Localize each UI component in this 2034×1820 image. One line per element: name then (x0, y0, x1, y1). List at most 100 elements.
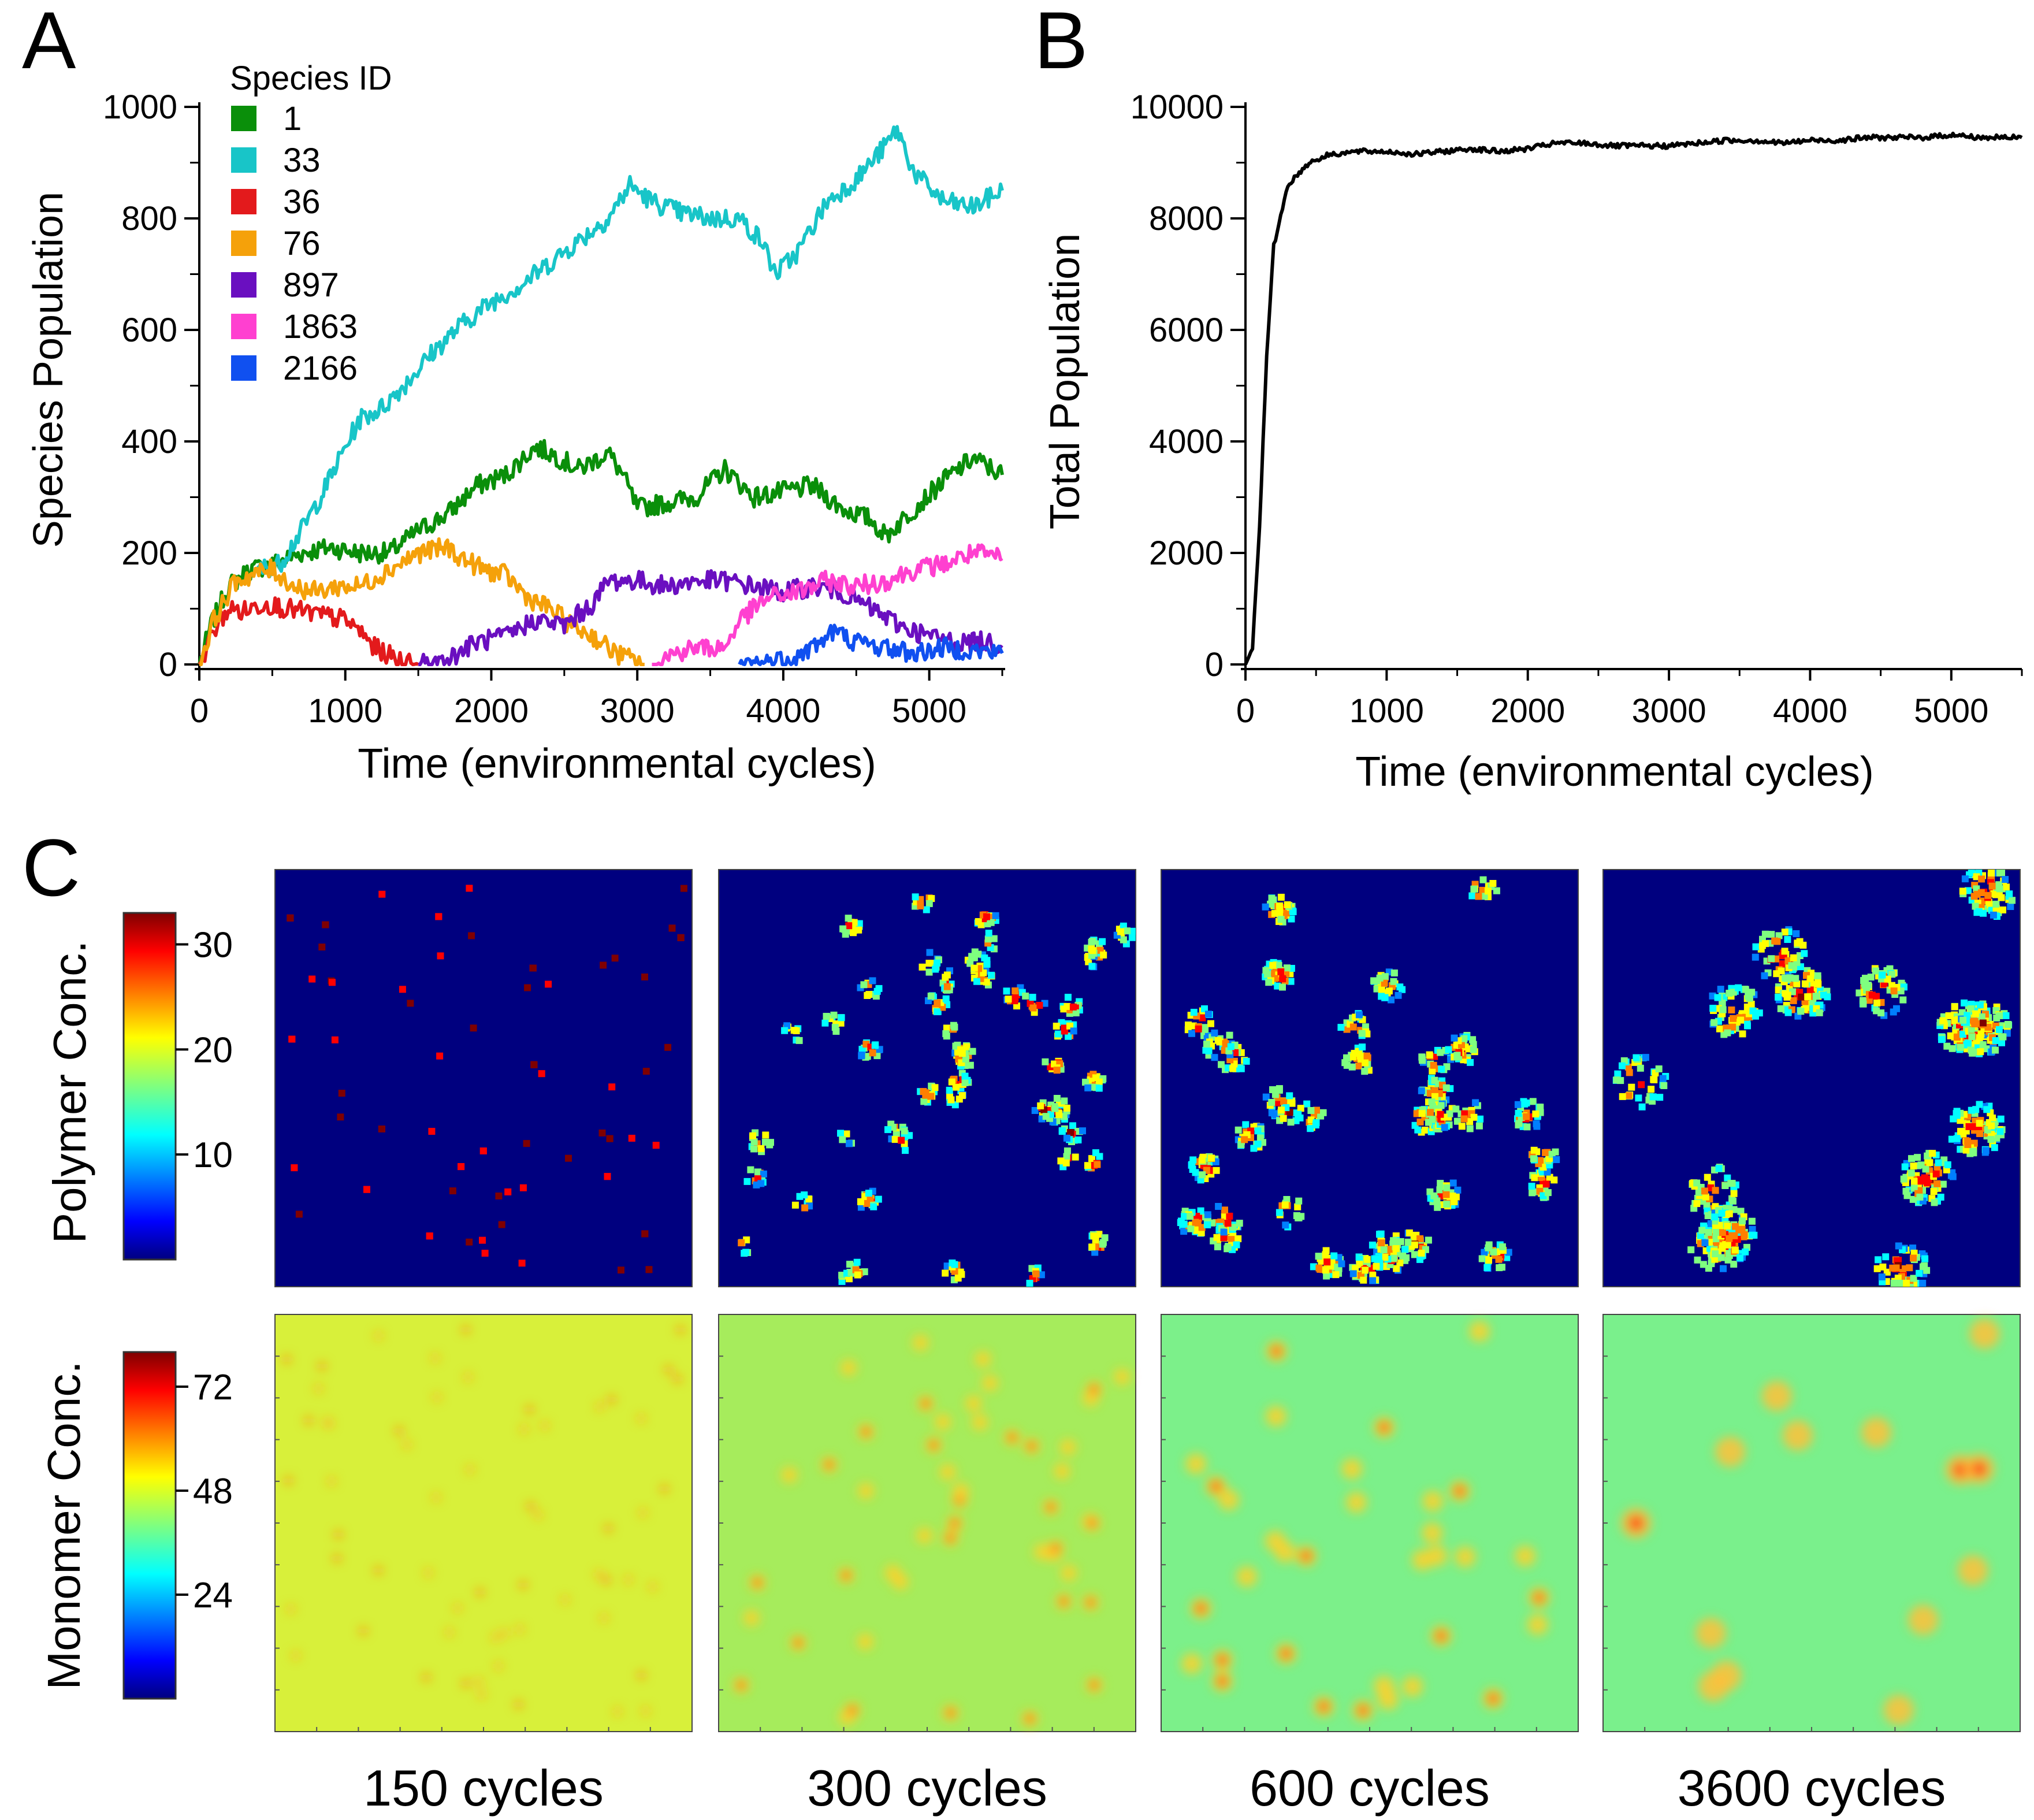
polymer-cell (1268, 895, 1276, 902)
polymer-cell (966, 1061, 974, 1069)
polymer-cell (331, 1036, 339, 1043)
polymer-cell (1096, 1153, 1103, 1160)
polymer-cell (1284, 901, 1291, 908)
polymer-cell (823, 1013, 830, 1020)
polymer-cell (1949, 1045, 1956, 1052)
polymer-cell (1092, 1074, 1099, 1082)
polymer-cell (1058, 1127, 1066, 1134)
polymer-cell (1938, 1036, 1945, 1043)
polymer-cell (1265, 979, 1273, 986)
polymer-cell (1221, 1206, 1228, 1214)
polymer-cell (1626, 1069, 1633, 1076)
polymer-cell (1355, 1063, 1362, 1069)
polymer-cell (1992, 1046, 1999, 1054)
polymer-cell (1211, 1054, 1218, 1061)
polymer-cell (1742, 986, 1749, 993)
legend-label-2166: 2166 (283, 350, 358, 387)
monomer-hotspot (291, 1651, 300, 1660)
polymer-cell (925, 968, 933, 976)
polymer-cell (1515, 1109, 1522, 1117)
polymer-cell (1431, 1076, 1438, 1084)
polymer-cell (1099, 938, 1106, 945)
monomer-hotspot-core (666, 1367, 671, 1372)
polymer-cell (1053, 1067, 1061, 1074)
polymer-cell (1701, 1239, 1709, 1246)
polymer-cell (677, 934, 685, 941)
polymer-cell (1790, 997, 1797, 1004)
polymer-cell (1951, 1003, 1958, 1011)
polymer-cell (426, 1232, 433, 1240)
polymer-cell (1313, 1106, 1320, 1114)
polymer-cell (1360, 1276, 1367, 1284)
polymer-cell (1229, 1065, 1237, 1072)
polymer-cell (1614, 1070, 1622, 1078)
polymer-cell (1226, 1031, 1233, 1039)
polymer-cell (1322, 1251, 1329, 1258)
polymer-cell (1964, 1141, 1972, 1148)
polymer-cell (1997, 1115, 2005, 1123)
polymer-cell (1042, 1058, 1049, 1065)
polymer-cell (917, 902, 924, 909)
polymer-cell (1064, 1003, 1071, 1010)
polymer-cell (1390, 978, 1397, 985)
polymer-cell (1890, 1280, 1898, 1287)
polymer-cell (923, 906, 930, 913)
polymer-cell (1959, 1031, 1966, 1038)
polymer-cell (1470, 1046, 1477, 1053)
polymer-cell (437, 952, 444, 960)
polymer-cell (1921, 1255, 1929, 1262)
polymer-cell (1983, 1106, 1991, 1113)
polymer-cell (931, 1084, 939, 1091)
polymer-cell (1961, 999, 1968, 1006)
polymer-cell (1180, 1228, 1188, 1235)
polymer-cell (1479, 886, 1486, 894)
polymer-cell (1479, 876, 1487, 883)
polymer-cell (1276, 902, 1283, 909)
polymer-cell (378, 1126, 385, 1132)
polymer-cell (1528, 1183, 1535, 1190)
polymer-cell (449, 1187, 456, 1195)
polymer-cell (1737, 1016, 1745, 1024)
polymer-cell (1484, 887, 1492, 895)
monomer-hotspot (858, 1483, 874, 1499)
polymer-cell (1436, 1186, 1444, 1194)
polymer-cell (1084, 1162, 1091, 1169)
polymer-cell (1276, 1085, 1283, 1093)
polymer-cell (975, 918, 982, 925)
polymer-cell (1899, 996, 1907, 1004)
polymer-cell (946, 1087, 953, 1094)
polymer-cell (891, 1136, 899, 1143)
polymer-cell (1906, 1264, 1913, 1272)
polymer-cell (1888, 982, 1895, 989)
y-tick-label: 10000 (1131, 88, 1224, 126)
polymer-cell (1720, 1265, 1727, 1272)
monomer-hotspot-core (1454, 1485, 1465, 1496)
polymer-cell (1748, 989, 1756, 996)
polymer-cell (1732, 1181, 1739, 1188)
x-axis-label-a: Time (environmental cycles) (358, 741, 876, 787)
monomer-hotspot (1114, 1368, 1131, 1385)
polymer-cell (901, 1127, 908, 1135)
polymer-cell (887, 1120, 895, 1128)
monomer-hotspot (464, 1373, 473, 1381)
polymer-cell (1978, 1013, 1985, 1020)
polymer-cell (831, 1024, 839, 1031)
polymer-cell (742, 1249, 750, 1256)
x-tick-label: 0 (190, 692, 209, 730)
polymer-cell (435, 913, 443, 920)
polymer-cell (1418, 1249, 1425, 1257)
polymer-cell (1735, 984, 1742, 991)
y-axis-label-a: Species Population (25, 192, 72, 548)
polymer-cell (1625, 1092, 1633, 1100)
y-tick-label: 400 (121, 423, 177, 460)
polymer-cell (1792, 975, 1799, 982)
legend-swatch-2166 (231, 355, 256, 381)
polymer-cell (1959, 1016, 1967, 1024)
polymer-cell (1323, 1258, 1331, 1266)
polymer-cell (1972, 1010, 1979, 1017)
polymer-cell (1054, 1030, 1062, 1038)
polymer-cell (1370, 977, 1378, 985)
monomer-hotspot (1695, 1618, 1726, 1648)
polymer-cell (1053, 1023, 1060, 1030)
